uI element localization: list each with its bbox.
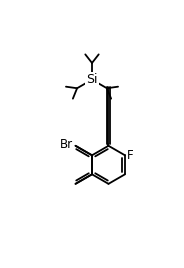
Text: Br: Br (60, 138, 73, 151)
Text: Si: Si (86, 73, 98, 86)
Text: F: F (127, 149, 134, 162)
